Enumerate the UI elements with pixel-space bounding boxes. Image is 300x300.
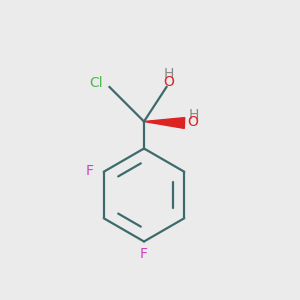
- Text: H: H: [188, 108, 199, 122]
- Text: Cl: Cl: [89, 76, 103, 90]
- Text: O: O: [164, 75, 174, 88]
- Text: H: H: [164, 68, 174, 81]
- Text: F: F: [85, 164, 93, 178]
- Text: O: O: [188, 116, 198, 129]
- Polygon shape: [144, 118, 185, 128]
- Text: F: F: [140, 247, 148, 261]
